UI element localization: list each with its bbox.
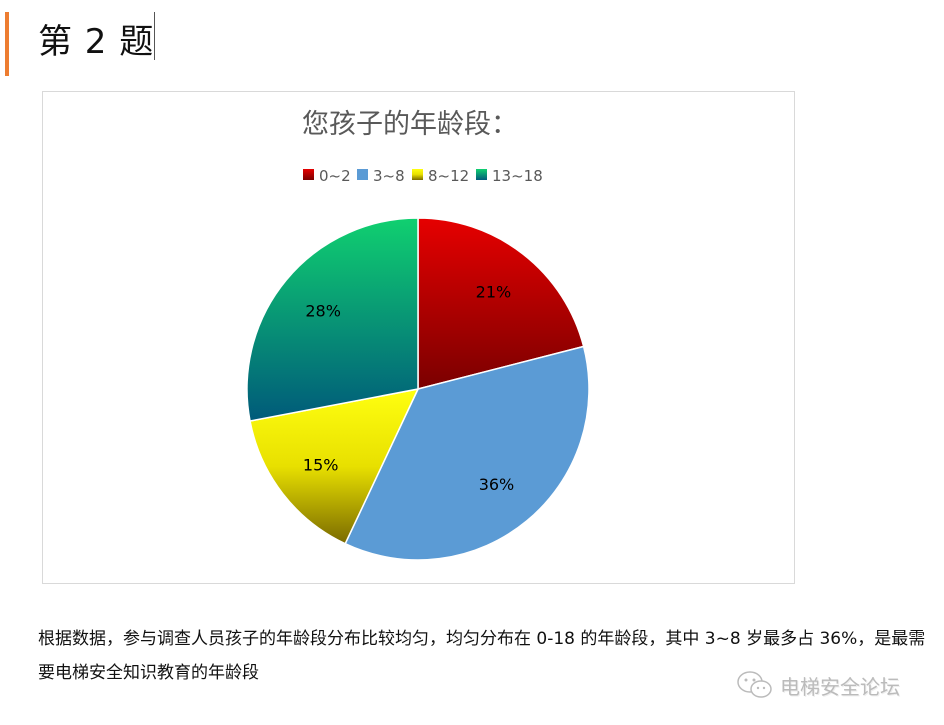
legend-item: 0~2 [303,167,351,185]
watermark: 电梯安全论坛 [736,670,900,700]
pie-slice-0~2 [417,217,585,390]
heading-accent-bar [5,12,9,76]
legend-swatch [476,169,487,180]
pie-slice-3~8 [344,345,590,561]
data-label: 21% [476,283,512,302]
legend-label: 13~18 [492,167,543,185]
pie-slice-8~12 [249,387,420,545]
pie-slice-13~18 [246,217,419,422]
legend-item: 8~12 [412,167,469,185]
legend-label: 8~12 [428,167,469,185]
pie-chart: 21% 36% 15% 28% 0~2 3~8 8~12 13~18 您孩子的年龄段： [246,109,590,561]
legend-item: 13~18 [476,167,543,185]
legend-swatch [357,169,368,180]
data-label: 15% [303,455,339,474]
legend-swatch [303,169,314,180]
chart-frame [42,91,795,584]
legend-label: 0~2 [319,167,351,185]
watermark-text: 电梯安全论坛 [780,674,900,699]
legend-swatch [412,169,423,180]
legend-item: 3~8 [357,167,405,185]
text-cursor [154,12,155,60]
summary-paragraph: 根据数据，参与调查人员孩子的年龄段分布比较均匀，均匀分布在 0-18 的年龄段，… [38,629,926,683]
chart-title: 您孩子的年龄段： [302,109,518,140]
legend-label: 3~8 [373,167,405,185]
page-title: 第 2 题 [38,22,155,62]
wechat-icon [737,671,772,698]
data-label: 28% [305,302,341,321]
data-label: 36% [479,475,515,494]
